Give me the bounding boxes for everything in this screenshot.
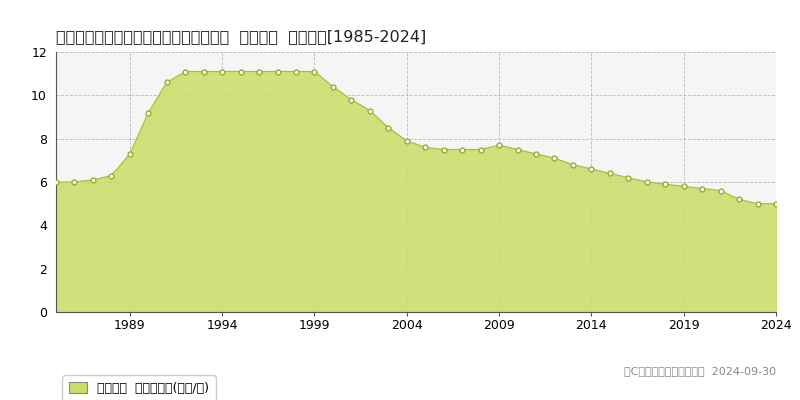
Text: （C）土地価格ドットコム  2024-09-30: （C）土地価格ドットコム 2024-09-30 [624,366,776,376]
Text: 兵庫県宝塚市大原野字森谷２９番１２外  公示地価  地価推移[1985-2024]: 兵庫県宝塚市大原野字森谷２９番１２外 公示地価 地価推移[1985-2024] [56,29,426,44]
Legend: 公示地価  平均坪単価(万円/坪): 公示地価 平均坪単価(万円/坪) [62,376,215,400]
